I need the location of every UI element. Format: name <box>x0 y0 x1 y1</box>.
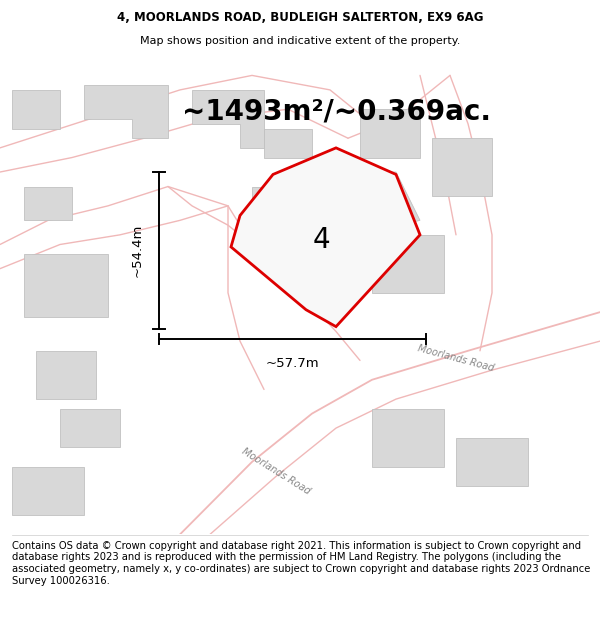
Text: ~54.4m: ~54.4m <box>131 224 144 278</box>
Polygon shape <box>192 90 264 148</box>
Polygon shape <box>24 186 72 221</box>
Polygon shape <box>252 186 324 264</box>
Text: 4, MOORLANDS ROAD, BUDLEIGH SALTERTON, EX9 6AG: 4, MOORLANDS ROAD, BUDLEIGH SALTERTON, E… <box>117 11 483 24</box>
Text: Moorlands Road: Moorlands Road <box>240 446 312 497</box>
Polygon shape <box>36 351 96 399</box>
Polygon shape <box>336 172 420 235</box>
Polygon shape <box>432 138 492 196</box>
Text: 4: 4 <box>312 226 330 254</box>
Text: Contains OS data © Crown copyright and database right 2021. This information is : Contains OS data © Crown copyright and d… <box>12 541 590 586</box>
Polygon shape <box>12 467 84 515</box>
Polygon shape <box>84 85 168 138</box>
Polygon shape <box>231 148 420 327</box>
Text: ~1493m²/~0.369ac.: ~1493m²/~0.369ac. <box>182 98 491 126</box>
Polygon shape <box>372 409 444 467</box>
Polygon shape <box>12 90 60 129</box>
Polygon shape <box>264 129 312 158</box>
Text: Map shows position and indicative extent of the property.: Map shows position and indicative extent… <box>140 36 460 46</box>
Text: Moorlands Road: Moorlands Road <box>416 343 496 373</box>
Polygon shape <box>372 235 444 292</box>
Polygon shape <box>24 254 108 317</box>
Polygon shape <box>456 438 528 486</box>
Text: ~57.7m: ~57.7m <box>266 357 319 370</box>
Polygon shape <box>360 109 420 158</box>
Polygon shape <box>60 409 120 447</box>
